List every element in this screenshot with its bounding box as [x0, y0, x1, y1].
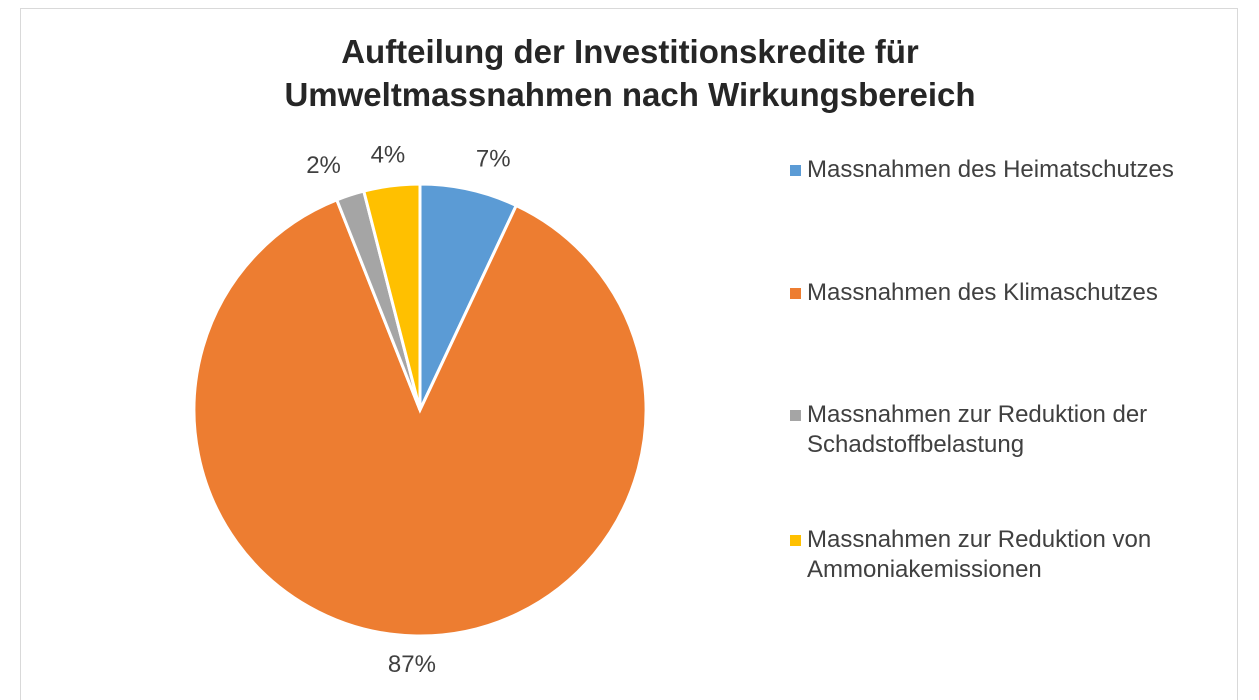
legend-item: Massnahmen des Klimaschutzes: [790, 278, 1230, 308]
pie-slice: [192, 197, 648, 638]
legend-label: Massnahmen des Heimatschutzes: [807, 156, 1174, 183]
legend-item: Massnahmen zur Reduktion der Schadstoffb…: [790, 400, 1230, 460]
chart-title: Aufteilung der Investitionskredite für U…: [284, 33, 976, 113]
data-label: 7%: [476, 146, 511, 173]
legend-label: Massnahmen zur Reduktion der Schadstoffb…: [807, 401, 1148, 458]
legend-swatch: [790, 288, 801, 299]
legend-label: Massnahmen zur Reduktion von Ammoniakemi…: [807, 526, 1152, 583]
legend-label: Massnahmen des Klimaschutzes: [807, 279, 1158, 306]
legend-item: Massnahmen zur Reduktion von Ammoniakemi…: [790, 525, 1230, 585]
data-label: 87%: [388, 651, 436, 678]
legend-swatch: [790, 535, 801, 546]
legend-swatch: [790, 410, 801, 421]
chart-frame: [20, 8, 1238, 700]
legend-item: Massnahmen des Heimatschutzes: [790, 155, 1230, 185]
pie-slice: [361, 182, 422, 411]
legend-swatch: [790, 165, 801, 176]
data-label: 2%: [306, 152, 341, 179]
data-label: 4%: [371, 141, 406, 168]
